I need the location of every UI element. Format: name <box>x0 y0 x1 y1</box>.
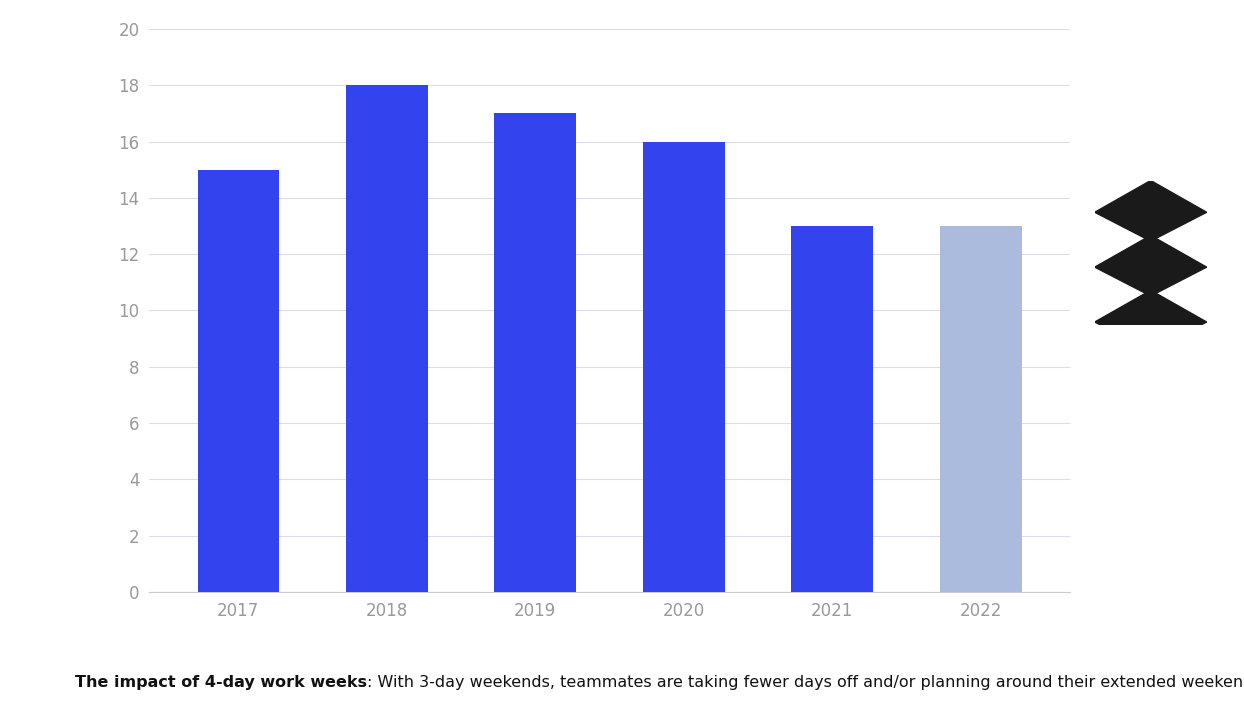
Text: The impact of 4-day work weeks: The impact of 4-day work weeks <box>75 674 367 690</box>
Bar <box>198 170 279 592</box>
Text: : With 3-day weekends, teammates are taking fewer days off and/or planning aroun: : With 3-day weekends, teammates are tak… <box>367 674 1244 690</box>
Polygon shape <box>1095 235 1207 296</box>
Polygon shape <box>1095 180 1207 241</box>
Bar <box>940 226 1021 592</box>
Bar <box>346 85 428 592</box>
Bar <box>643 142 725 592</box>
Bar <box>495 113 576 592</box>
Polygon shape <box>1095 290 1207 351</box>
Bar <box>791 226 873 592</box>
